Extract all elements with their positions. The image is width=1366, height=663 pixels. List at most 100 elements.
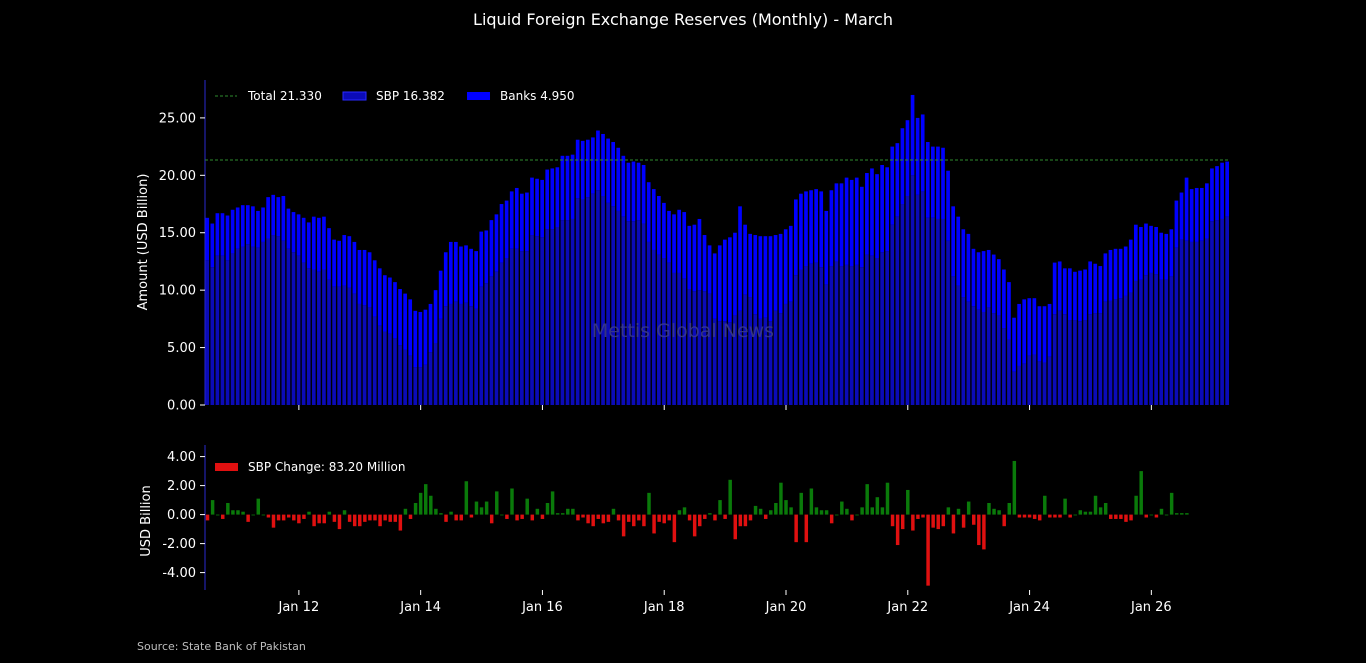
- sbp-bar: [753, 314, 758, 405]
- change-bar-positive: [236, 510, 240, 515]
- change-bar-positive: [1169, 492, 1174, 515]
- banks-bar: [489, 220, 494, 277]
- banks-bar: [657, 195, 661, 255]
- sbp-bar: [484, 283, 489, 405]
- sbp-bar: [905, 195, 910, 405]
- banks-bar: [1123, 246, 1128, 296]
- sbp-bar: [981, 311, 986, 405]
- change-bar-positive: [835, 514, 839, 516]
- banks-bar: [758, 236, 763, 319]
- banks-bar: [403, 293, 407, 350]
- change-bar-negative: [687, 514, 692, 521]
- banks-bar: [317, 217, 321, 272]
- banks-bar: [849, 179, 854, 267]
- banks-bar: [844, 177, 849, 265]
- banks-bar: [631, 161, 636, 222]
- change-bar-negative: [1032, 514, 1037, 519]
- sbp-bar: [469, 306, 473, 405]
- banks-bar: [606, 138, 610, 203]
- banks-bar: [1184, 177, 1189, 241]
- change-bar-positive: [956, 508, 961, 515]
- sbp-bar: [342, 285, 347, 405]
- banks-bar: [530, 177, 534, 236]
- sbp-bar: [606, 202, 610, 405]
- sbp-bar: [438, 318, 443, 405]
- banks-bar: [794, 199, 798, 276]
- banks-bar: [372, 260, 377, 317]
- banks-bar: [976, 252, 981, 310]
- change-bar-negative: [1068, 514, 1072, 518]
- banks-bar: [722, 239, 727, 322]
- sbp-bar: [1108, 300, 1113, 405]
- change-bar-positive: [1083, 511, 1088, 515]
- sbp-bar: [971, 306, 976, 405]
- change-panel: -4.00 -2.00 0.00 2.00 4.00 USD Billion SBP Cha…: [139, 445, 1189, 590]
- banks-bar: [1215, 166, 1219, 221]
- change-y-tick-label: -4.00: [162, 566, 196, 581]
- banks-bar: [641, 164, 646, 224]
- banks-bar: [484, 230, 489, 284]
- sbp-bar: [920, 191, 925, 405]
- change-bar-negative: [1119, 514, 1123, 519]
- change-bar-negative: [936, 514, 940, 530]
- banks-bar: [322, 216, 326, 270]
- sbp-bar: [900, 204, 905, 405]
- sbp-bar: [1164, 279, 1169, 405]
- x-tick-label: Jan 14: [399, 600, 441, 615]
- sbp-bar: [717, 321, 722, 405]
- change-bar-negative: [713, 514, 717, 521]
- change-bar-negative: [408, 514, 413, 519]
- change-bar-positive: [210, 500, 215, 515]
- sbp-bar: [692, 291, 697, 405]
- banks-bar: [418, 311, 423, 368]
- change-bar-negative: [515, 514, 519, 521]
- change-bar-positive: [484, 501, 489, 515]
- banks-bar: [870, 168, 874, 256]
- change-bar-negative: [748, 514, 753, 521]
- sbp-bar: [783, 303, 788, 405]
- change-bar-negative: [205, 514, 210, 521]
- banks-bar: [347, 236, 352, 288]
- change-bar-negative: [621, 514, 626, 537]
- sbp-bar: [281, 240, 286, 405]
- change-bar-positive: [987, 503, 991, 515]
- banks-bar: [550, 168, 555, 230]
- change-bar-negative: [850, 514, 854, 521]
- sbp-bar: [1118, 298, 1123, 405]
- sbp-bar: [251, 246, 255, 405]
- banks-bar: [266, 197, 270, 239]
- change-bar-negative: [626, 514, 631, 522]
- sbp-bar: [865, 254, 869, 405]
- sbp-bar: [1078, 321, 1082, 405]
- change-bar-positive: [1043, 495, 1047, 515]
- main-y-tick-label: 10.00: [159, 284, 196, 299]
- sbp-bar: [728, 322, 732, 405]
- sbp-bar: [413, 367, 418, 405]
- change-bar-negative: [469, 514, 474, 518]
- sbp-bar: [743, 294, 747, 405]
- banks-bar: [920, 114, 925, 192]
- legend-sbp-swatch: [342, 91, 367, 101]
- sbp-bar: [890, 224, 895, 405]
- change-bar-positive: [342, 510, 347, 515]
- banks-bar: [986, 249, 991, 308]
- legend-label: Total 21.330: [247, 89, 322, 103]
- sbp-bar: [357, 303, 362, 405]
- change-bar-negative: [312, 514, 316, 527]
- change-bar-positive: [774, 503, 778, 515]
- banks-bar: [865, 173, 869, 255]
- sbp-bar: [1149, 272, 1153, 405]
- sbp-bar: [941, 218, 945, 405]
- sbp-bar: [362, 305, 367, 405]
- sbp-bar: [1225, 216, 1229, 405]
- banks-bar: [616, 147, 621, 211]
- sbp-bar: [225, 260, 230, 405]
- change-bar-positive: [413, 503, 418, 515]
- sbp-bar: [773, 310, 778, 405]
- banks-bar: [514, 187, 519, 249]
- sbp-bar: [1113, 299, 1118, 405]
- banks-bar: [327, 228, 331, 280]
- sbp-bar: [332, 286, 336, 405]
- banks-bar: [251, 206, 255, 247]
- change-bar-negative: [505, 514, 509, 519]
